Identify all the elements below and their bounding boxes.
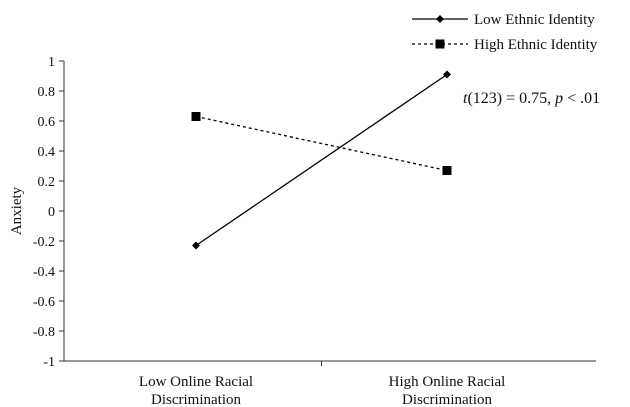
stat-annotation: t(123) = 0.75, p < .01 [463,90,600,107]
y-tick-label: -1 [43,355,55,370]
diamond-marker [436,15,444,23]
series-low-ethnic-identity [192,70,451,250]
y-tick-label: 0.6 [38,115,56,130]
x-category-label-line: Discrimination [402,392,492,407]
legend-item: Low Ethnic Identity [412,12,595,28]
y-tick-label: 1 [48,55,55,70]
annotation-t: t [463,90,468,107]
diamond-marker [192,241,200,250]
x-category-label-line: Low Online Racial [139,374,253,390]
square-marker [435,39,445,49]
square-marker [191,112,201,121]
series-group [191,70,452,250]
legend: Low Ethnic Identity High Ethnic Identity [412,12,598,53]
series-high-ethnic-identity [191,112,452,175]
y-tick-label: -0.2 [33,235,55,250]
y-tick-label: 0.8 [38,85,56,100]
x-category-label-line: High Online Racial [389,374,506,390]
annotation-stat: (123) = 0.75, [467,90,555,107]
y-tick-label: 0.2 [38,175,56,190]
diamond-marker [443,70,451,79]
y-tick-label: 0 [48,205,55,220]
annotation-rest: < .01 [563,90,600,107]
legend-item: High Ethnic Identity [412,37,598,53]
series-line [195,73,448,247]
y-tick-label: 0.4 [38,145,56,160]
x-category-label-line: Discrimination [151,392,241,407]
legend-label: High Ethnic Identity [474,37,598,53]
legend-label: Low Ethnic Identity [474,12,595,28]
annotation-p: p [554,90,563,107]
y-tick-label: -0.6 [33,295,55,310]
square-marker [442,166,452,175]
y-tick-label: -0.4 [33,265,55,280]
series-line [195,115,448,172]
y-ticks: 1 0.8 0.6 0.4 0.2 0 -0.2 -0.4 -0.6 -0.8 -1 [33,55,64,370]
y-tick-label: -0.8 [33,325,55,340]
x-category-label: Low Online Racial Discrimination [139,374,253,407]
x-category-label: High Online Racial Discrimination [389,374,506,407]
y-axis-label: Anxiety [9,186,25,235]
